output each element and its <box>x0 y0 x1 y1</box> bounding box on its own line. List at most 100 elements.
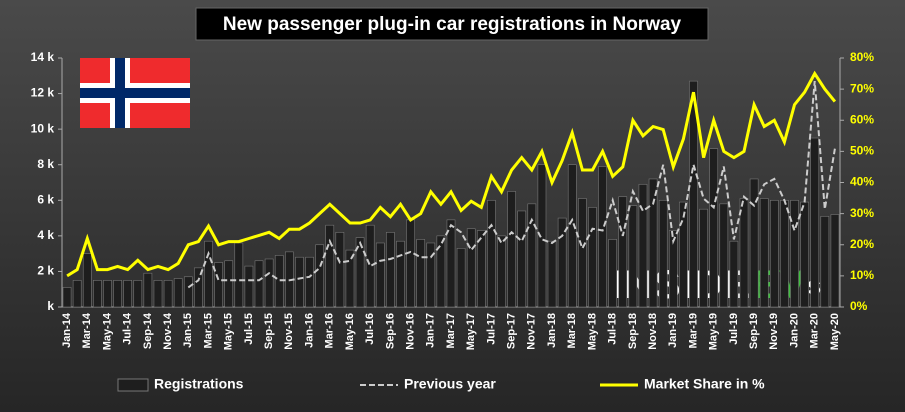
y2-tick-label: 30% <box>850 206 874 220</box>
y2-tick-label: 20% <box>850 237 874 251</box>
x-tick-label: Sep-19 <box>748 313 760 349</box>
x-tick-label: Sep-16 <box>384 313 396 349</box>
x-tick-label: Jul-16 <box>364 313 376 345</box>
x-tick-label: Mar-18 <box>566 313 578 348</box>
bar <box>103 280 112 308</box>
y-tick-label: 12 k <box>31 86 55 100</box>
bar <box>658 199 668 308</box>
bar <box>790 199 799 308</box>
x-tick-label: Mar-20 <box>809 313 821 348</box>
bar <box>578 198 587 308</box>
x-tick-label: May-20 <box>829 313 841 350</box>
x-tick-label: Mar-14 <box>81 312 93 348</box>
bar <box>588 207 597 308</box>
bar <box>547 240 557 308</box>
bar <box>254 260 264 308</box>
x-tick-label: Jan-20 <box>788 313 800 348</box>
bar <box>133 280 143 308</box>
x-tick-label: Jul-15 <box>243 313 255 345</box>
bar <box>608 239 618 308</box>
bar <box>335 232 345 308</box>
bar <box>638 183 648 308</box>
bar <box>264 258 274 308</box>
bar <box>749 178 759 308</box>
x-tick-label: Sep-15 <box>263 313 275 349</box>
y-tick-label: k <box>47 299 54 313</box>
bar <box>689 80 698 308</box>
x-tick-label: Sep-14 <box>142 312 154 349</box>
legend-swatch <box>117 378 149 392</box>
bar <box>406 219 415 308</box>
bar <box>375 242 385 308</box>
flag-cross <box>80 88 190 98</box>
x-tick-label: May-15 <box>223 313 235 350</box>
bar <box>315 244 324 308</box>
bar <box>123 280 133 308</box>
y2-tick-label: 60% <box>850 112 874 126</box>
line-1 <box>187 81 836 289</box>
bar <box>365 224 375 308</box>
x-tick-label: Mar-15 <box>202 313 214 348</box>
bar <box>244 265 254 308</box>
bar <box>163 280 173 308</box>
bar <box>810 137 820 308</box>
bar <box>416 239 426 308</box>
x-tick-label: Nov-15 <box>283 313 295 350</box>
y2-tick-label: 10% <box>850 268 874 282</box>
flag <box>80 58 190 128</box>
x-tick-label: Jul-18 <box>607 313 619 345</box>
line-2 <box>66 70 837 278</box>
x-tick-label: May-14 <box>101 312 113 350</box>
bar <box>355 237 365 308</box>
bar <box>567 164 577 308</box>
x-tick-label: Nov-16 <box>405 313 417 350</box>
x-tick-label: Jul-14 <box>122 312 134 345</box>
bar <box>386 232 395 308</box>
bar <box>497 235 506 308</box>
bar <box>800 201 809 308</box>
x-tick-label: Sep-18 <box>627 313 639 349</box>
y2-tick-label: 40% <box>850 175 874 189</box>
y-tick-label: 8 k <box>37 157 54 171</box>
bar <box>426 242 436 308</box>
bar <box>325 224 335 308</box>
x-tick-label: May-19 <box>708 313 720 350</box>
bar <box>699 208 708 308</box>
bar <box>446 219 456 308</box>
bar <box>759 198 769 308</box>
x-tick-label: Jul-19 <box>728 313 740 345</box>
bar <box>648 178 658 308</box>
bar <box>436 235 446 308</box>
x-tick-label: May-17 <box>465 313 477 350</box>
x-tick-label: May-18 <box>586 313 598 350</box>
bar <box>396 240 405 308</box>
x-tick-label: Jul-17 <box>485 313 497 345</box>
bar <box>507 191 516 308</box>
x-tick-label: Nov-17 <box>526 313 538 350</box>
bar <box>62 287 72 308</box>
x-tick-label: Mar-17 <box>445 313 457 348</box>
x-tick-label: Nov-18 <box>647 313 659 350</box>
bar <box>820 215 830 308</box>
bar <box>224 260 234 308</box>
x-tick-label: Jan-19 <box>667 313 679 348</box>
chart-title: New passenger plug-in car registrations … <box>223 14 682 35</box>
bar <box>204 240 213 308</box>
bar <box>679 201 688 308</box>
bar <box>345 249 355 308</box>
bar <box>183 276 193 308</box>
y-tick-label: 10 k <box>31 121 55 135</box>
y-tick-label: 2 k <box>37 264 54 278</box>
bar <box>295 256 304 308</box>
bar <box>82 253 92 308</box>
bar <box>517 210 527 308</box>
bar <box>729 240 739 308</box>
bar <box>466 228 476 308</box>
bar <box>456 248 466 308</box>
x-tick-label: May-16 <box>344 313 356 350</box>
y2-tick-label: 0% <box>850 299 868 313</box>
bar <box>557 217 567 308</box>
bar <box>72 280 82 308</box>
x-tick-label: Sep-17 <box>506 313 518 349</box>
